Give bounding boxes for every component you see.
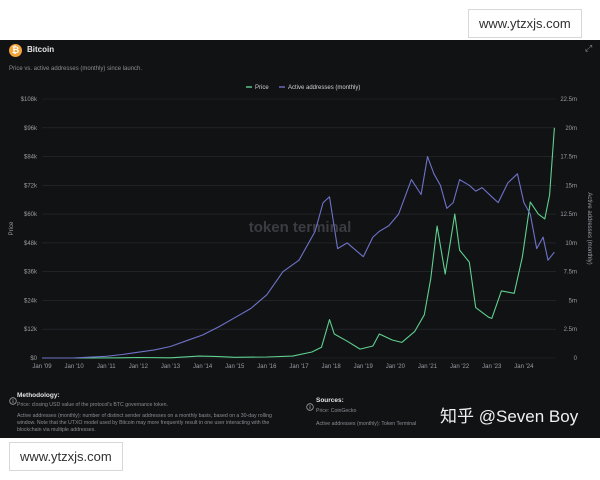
chart-subtitle: Price vs. active addresses (monthly) sin… [9,66,143,72]
y-tick-label-right: 20m [565,126,577,132]
y-tick-label-left: $48k [24,241,38,247]
y-tick-label-right: 10m [565,241,577,247]
methodology-heading: Methodology: [17,392,60,399]
info-icon [9,392,17,410]
x-tick-label: Jan '24 [514,364,534,370]
sources-heading: Sources: [316,397,344,404]
expand-icon[interactable]: ⤢ [585,43,593,53]
x-tick-label: Jan '12 [129,364,149,370]
bitcoin-icon: ₿ [9,44,22,57]
center-watermark: token terminal [249,219,352,236]
y-tick-label-left: $36k [24,270,38,276]
y-tick-label-left: $12k [24,327,38,333]
series-line-price [42,127,555,359]
x-tick-label: Jan '15 [225,364,245,370]
credit-watermark: 知乎 @Seven Boy [440,407,579,426]
chart-title: Bitcoin [27,45,55,54]
x-tick-label: Jan '11 [97,364,116,370]
chart-panel [0,40,600,438]
y-tick-label-left: $60k [24,212,38,218]
y-axis-label-left: Price [9,221,15,235]
x-tick-label: Jan '23 [482,364,502,370]
x-tick-label: Jan '20 [386,364,406,370]
y-tick-label-left: $72k [24,183,38,189]
x-tick-label: Jan '16 [257,364,277,370]
legend-label: Price [255,85,269,91]
x-tick-label: Jan '17 [289,364,309,370]
y-tick-label-right: 0 [574,356,578,362]
x-tick-label: Jan '14 [193,364,213,370]
y-tick-label-right: 15m [565,183,577,189]
y-tick-label-right: 12.5m [560,212,577,218]
methodology-price: Price: closing USD value of the protocol… [17,402,168,408]
bottom-watermark: www.ytzxjs.com [9,442,123,471]
methodology-active-3: blockchain via multiple addresses. [17,427,96,433]
y-tick-label-right: 17.5m [560,155,577,161]
x-tick-label: Jan '09 [32,364,52,370]
x-tick-label: Jan '22 [450,364,470,370]
y-tick-label-right: 22.5m [560,97,577,103]
x-tick-label: Jan '13 [161,364,181,370]
methodology-active-2: window. Note that the UTXO model used by… [17,420,270,426]
sources-price[interactable]: Price: CoinGecko [316,408,357,414]
y-tick-label-right: 7.5m [564,270,577,276]
y-tick-label-left: $108k [21,97,38,103]
x-tick-label: Jan '21 [418,364,438,370]
top-watermark: www.ytzxjs.com [468,9,582,38]
sources-active[interactable]: Active addresses (monthly): Token Termin… [316,421,417,427]
legend-label: Active addresses (monthly) [288,85,360,91]
y-tick-label-right: 2.5m [564,327,577,333]
series-line-active-addresses [41,156,555,359]
y-tick-label-left: $0 [30,356,37,362]
methodology-active-1: Active addresses (monthly): number of di… [17,413,272,419]
y-axis-label-right: Active addresses (monthly) [586,192,592,264]
y-tick-label-left: $24k [24,298,38,304]
y-tick-label-left: $96k [24,126,38,132]
x-tick-label: Jan '18 [322,364,342,370]
x-tick-label: Jan '10 [65,364,85,370]
x-tick-label: Jan '19 [354,364,374,370]
sources-info-icon [306,398,314,416]
y-tick-label-left: $84k [24,155,38,161]
y-tick-label-right: 5m [569,298,577,304]
